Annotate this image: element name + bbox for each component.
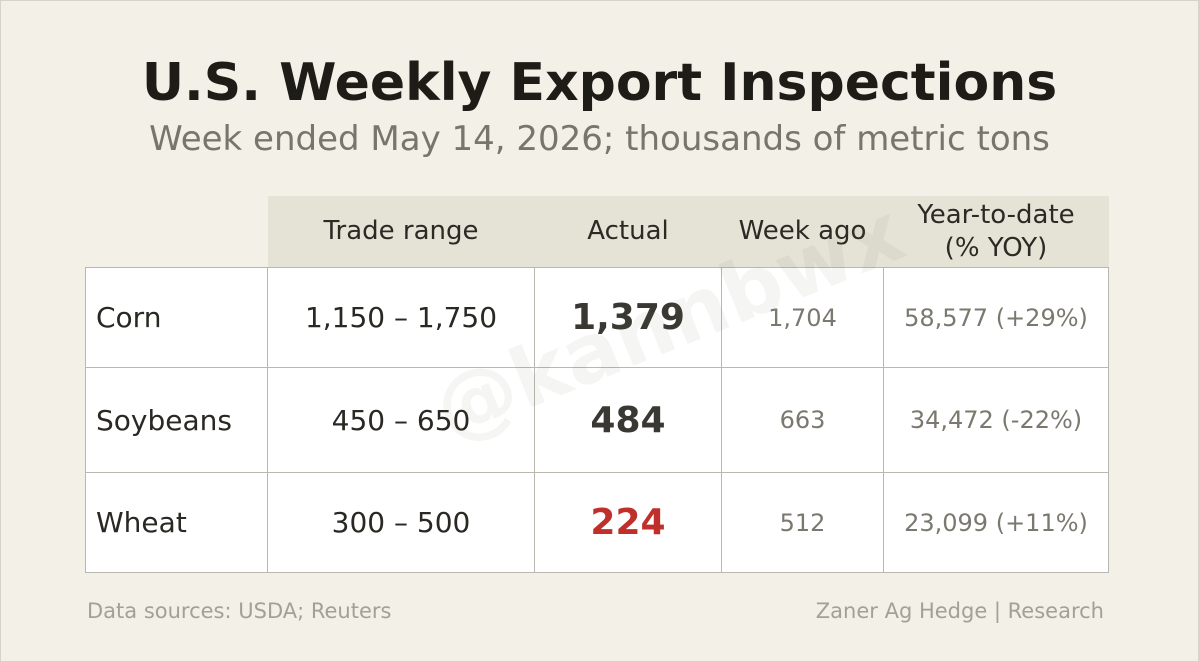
column-header: Trade range [267, 196, 535, 268]
week-ago-cell: 512 [721, 472, 884, 573]
table-row: Wheat 300 – 500 224 512 23,099 (+11%) [85, 472, 1109, 573]
actual-cell: 484 [534, 367, 722, 473]
ytd-cell: 34,472 (-22%) [883, 367, 1109, 473]
column-header: Week ago [721, 196, 884, 268]
column-header-text: Week ago [738, 216, 867, 247]
column-header: Year-to-date (% YOY) [883, 196, 1109, 268]
ytd-cell: 58,577 (+29%) [883, 267, 1109, 368]
column-header-text: Year-to-date (% YOY) [917, 200, 1075, 263]
blank-header [85, 196, 268, 268]
title: U.S. Weekly Export Inspections [141, 53, 1058, 113]
trade-range-cell: 1,150 – 1,750 [267, 267, 535, 368]
table-row: Soybeans 450 – 650 484 663 34,472 (-22%) [85, 367, 1109, 473]
table: Trade range Actual Week ago Year-to-date (%… [85, 196, 1109, 573]
actual-cell: 1,379 [534, 267, 722, 368]
crop-cell: Soybeans [85, 367, 268, 473]
column-header-text: Actual [587, 216, 669, 247]
footer-credit: Zaner Ag Hedge | Research [815, 599, 1104, 623]
crop-cell: Corn [85, 267, 268, 368]
trade-range-cell: 450 – 650 [267, 367, 535, 473]
table-body: Corn 1,150 – 1,750 1,379 1,704 58,577 (+29%)… [85, 267, 1109, 573]
footer-source: Data sources: USDA; Reuters [87, 599, 392, 623]
crop-cell: Wheat [85, 472, 268, 573]
week-ago-cell: 663 [721, 367, 884, 473]
week-ago-cell: 1,704 [721, 267, 884, 368]
column-header-text: Trade range [323, 216, 479, 247]
ytd-cell: 23,099 (+11%) [883, 472, 1109, 573]
table-row: Corn 1,150 – 1,750 1,379 1,704 58,577 (+29%) [85, 267, 1109, 368]
trade-range-cell: 300 – 500 [267, 472, 535, 573]
header-row: Trade range Actual Week ago Year-to-date (%… [85, 196, 1109, 268]
column-header: Actual [534, 196, 722, 268]
actual-cell: 224 [534, 472, 722, 573]
subtitle: Week ended May 14, 2026; thousands of me… [149, 119, 1050, 159]
